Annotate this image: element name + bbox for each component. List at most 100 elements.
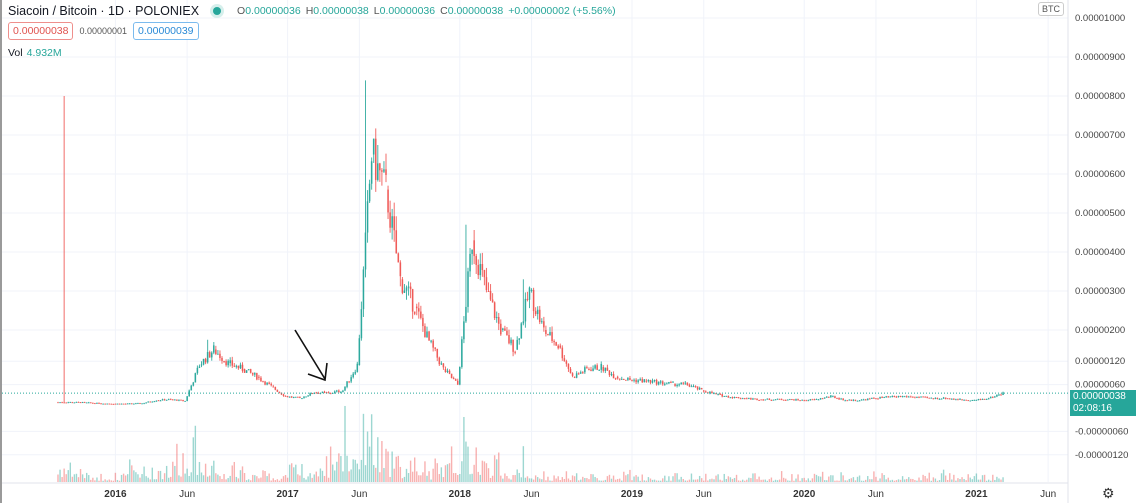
candle-body xyxy=(295,396,297,398)
candle-body xyxy=(942,397,945,399)
volume-bar xyxy=(368,446,371,482)
volume-bar xyxy=(664,475,666,482)
volume-bar xyxy=(877,480,879,482)
volume-bar xyxy=(118,480,121,482)
volume-bar xyxy=(534,475,537,482)
volume-bar xyxy=(168,477,170,482)
candle-body xyxy=(356,363,359,372)
volume-bar xyxy=(848,478,850,482)
candle-body xyxy=(739,398,742,400)
candle-body xyxy=(809,399,812,401)
candle-body xyxy=(512,339,514,352)
candle-body xyxy=(118,403,121,405)
sell-button[interactable]: 0.00000038 xyxy=(8,22,74,40)
candle-body xyxy=(256,373,258,380)
volume-bar xyxy=(871,479,873,482)
price-tick-label: 0.00000900 xyxy=(1075,52,1125,63)
candle-body xyxy=(383,169,385,172)
volume-bar xyxy=(383,468,385,482)
candle-body xyxy=(625,379,627,381)
volume-bar xyxy=(528,478,531,482)
volume-bar xyxy=(944,475,947,482)
volume-bar xyxy=(272,478,274,482)
volume-bar xyxy=(625,475,627,482)
volume-bar xyxy=(522,446,525,482)
candle-body xyxy=(910,396,912,398)
volume-bar xyxy=(819,476,822,482)
volume-bar xyxy=(81,474,84,482)
price-tick-label: 0.00000800 xyxy=(1075,91,1125,102)
candle-body xyxy=(635,379,637,383)
volume-bar xyxy=(395,456,397,482)
volume-bar xyxy=(666,480,668,482)
candle-body xyxy=(877,398,879,400)
candle-body xyxy=(241,364,244,371)
volume-bar xyxy=(491,475,494,482)
candle-body xyxy=(143,403,145,405)
candle-body xyxy=(282,394,285,396)
volume-bar xyxy=(783,477,785,482)
candle-body xyxy=(518,338,521,340)
candle-body xyxy=(71,402,74,404)
volume-bar xyxy=(110,480,112,482)
time-tick-label: Jun xyxy=(868,489,884,500)
volume-bar xyxy=(498,452,500,482)
candle-body xyxy=(590,369,592,371)
volume-bar xyxy=(918,477,920,482)
volume-bar xyxy=(957,478,959,482)
volume-bar xyxy=(594,476,596,482)
candle-body xyxy=(637,380,639,383)
candle-body xyxy=(727,395,730,398)
volume-bar xyxy=(288,464,291,482)
currency-badge[interactable]: BTC xyxy=(1038,2,1064,16)
volume-bar xyxy=(137,474,139,482)
candle-body xyxy=(668,381,670,384)
volume-bar xyxy=(282,476,285,482)
candle-body xyxy=(303,396,305,399)
candle-body xyxy=(889,396,892,398)
volume-bar xyxy=(692,479,695,482)
candle-body xyxy=(670,381,672,383)
price-tick-label: 0.00000500 xyxy=(1075,208,1125,219)
candle-body xyxy=(573,376,576,378)
volume-bar xyxy=(241,466,244,482)
gear-icon[interactable]: ⚙ xyxy=(1102,485,1115,501)
volume-bar xyxy=(518,472,520,482)
volume-bar xyxy=(955,480,957,482)
candle-body xyxy=(830,395,832,398)
candle-body xyxy=(912,396,914,398)
volume-bar xyxy=(124,475,127,482)
candle-body xyxy=(350,377,352,382)
volume-bar xyxy=(770,477,773,482)
candle-body xyxy=(887,396,890,398)
candle-body xyxy=(418,308,420,312)
volume-bar xyxy=(67,470,69,482)
candle-body xyxy=(381,170,383,172)
symbol-title[interactable]: Siacoin / Bitcoin · 1D · POLONIEX xyxy=(8,4,200,18)
volume-bar xyxy=(455,473,457,482)
candle-body xyxy=(290,396,293,398)
candle-body xyxy=(844,400,846,402)
candle-body xyxy=(575,373,578,378)
volume-bar xyxy=(742,479,744,482)
volume-bar xyxy=(766,480,768,482)
candle-body xyxy=(231,360,234,366)
candle-body xyxy=(676,384,678,386)
candle-body xyxy=(598,369,600,371)
volume-bar xyxy=(153,479,156,482)
volume-bar xyxy=(860,480,863,482)
candle-body xyxy=(389,212,391,228)
candle-body xyxy=(192,382,195,386)
volume-bar xyxy=(262,470,264,482)
candle-body xyxy=(305,396,307,398)
candle-body xyxy=(249,369,252,373)
volume-bar xyxy=(826,480,828,482)
buy-button[interactable]: 0.00000039 xyxy=(133,22,199,40)
volume-bar xyxy=(358,469,361,482)
volume-bar xyxy=(813,473,816,482)
candle-body xyxy=(338,390,340,393)
volume-bar xyxy=(657,480,660,482)
candle-body xyxy=(930,397,933,399)
